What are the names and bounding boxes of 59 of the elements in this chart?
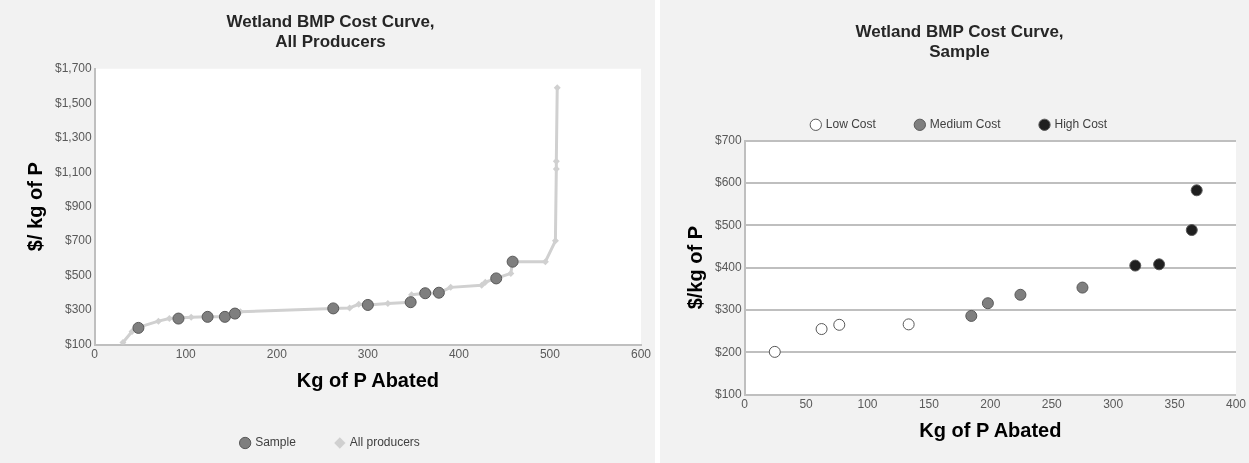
y-tick-label: $300 xyxy=(65,302,93,317)
point xyxy=(815,323,828,336)
y-tick-label: $1,100 xyxy=(55,164,93,179)
y-tick-label: $1,500 xyxy=(55,95,93,110)
point xyxy=(902,318,915,331)
chart-title: Wetland BMP Cost Curve, Sample xyxy=(855,21,1064,62)
point xyxy=(172,312,185,325)
x-tick-label: 0 xyxy=(91,347,99,362)
point xyxy=(346,304,354,312)
point xyxy=(1190,184,1203,197)
point xyxy=(1014,288,1027,301)
y-tick-label: $700 xyxy=(65,233,93,248)
legend-label: High Cost xyxy=(1054,117,1108,132)
y-tick-label: $400 xyxy=(714,260,743,275)
x-tick-label: 0 xyxy=(741,397,749,412)
legend-label: All producers xyxy=(349,435,420,450)
x-tick-label: 300 xyxy=(357,347,379,362)
y-tick-label: $100 xyxy=(65,336,93,351)
y-tick-label: $500 xyxy=(65,267,93,282)
y-axis-title: $/kg of P xyxy=(683,226,706,310)
point xyxy=(981,297,994,310)
x-tick-label: 100 xyxy=(857,397,878,412)
legend-label: Sample xyxy=(255,435,297,450)
point xyxy=(119,339,127,345)
x-tick-label: 200 xyxy=(980,397,1001,412)
point xyxy=(154,317,162,325)
y-tick-label: $200 xyxy=(714,344,743,359)
legend-label: Medium Cost xyxy=(929,117,1002,132)
point xyxy=(768,345,781,358)
legend-label: Low Cost xyxy=(825,117,877,132)
x-axis-title: Kg of P Abated xyxy=(919,418,1062,441)
point xyxy=(1076,281,1089,294)
y-tick-label: $100 xyxy=(714,386,743,401)
point xyxy=(1129,259,1142,272)
x-tick-label: 250 xyxy=(1041,397,1063,412)
point xyxy=(833,318,846,331)
y-tick-label: $1,700 xyxy=(55,61,93,76)
x-tick-label: 500 xyxy=(539,347,561,362)
y-tick-label: $300 xyxy=(714,302,743,317)
x-tick-label: 400 xyxy=(1225,397,1247,412)
y-tick-label: $700 xyxy=(714,133,743,148)
x-axis-title: Kg of P Abated xyxy=(296,368,439,391)
point xyxy=(1153,258,1166,271)
x-tick-label: 50 xyxy=(799,397,814,412)
x-tick-label: 350 xyxy=(1164,397,1185,412)
x-tick-label: 400 xyxy=(448,347,470,362)
chart-title: Wetland BMP Cost Curve, All Producers xyxy=(226,11,435,52)
x-tick-label: 200 xyxy=(266,347,288,362)
y-axis-title: $/ kg of P xyxy=(23,162,46,252)
x-tick-label: 300 xyxy=(1103,397,1124,412)
point xyxy=(1185,224,1198,237)
x-tick-label: 100 xyxy=(175,347,197,362)
y-tick-label: $900 xyxy=(65,199,93,214)
x-tick-label: 600 xyxy=(630,347,652,362)
y-tick-label: $600 xyxy=(714,175,743,190)
x-tick-label: 150 xyxy=(918,397,940,412)
y-tick-label: $1,300 xyxy=(55,130,93,145)
point xyxy=(965,309,978,322)
y-tick-label: $500 xyxy=(714,217,743,232)
